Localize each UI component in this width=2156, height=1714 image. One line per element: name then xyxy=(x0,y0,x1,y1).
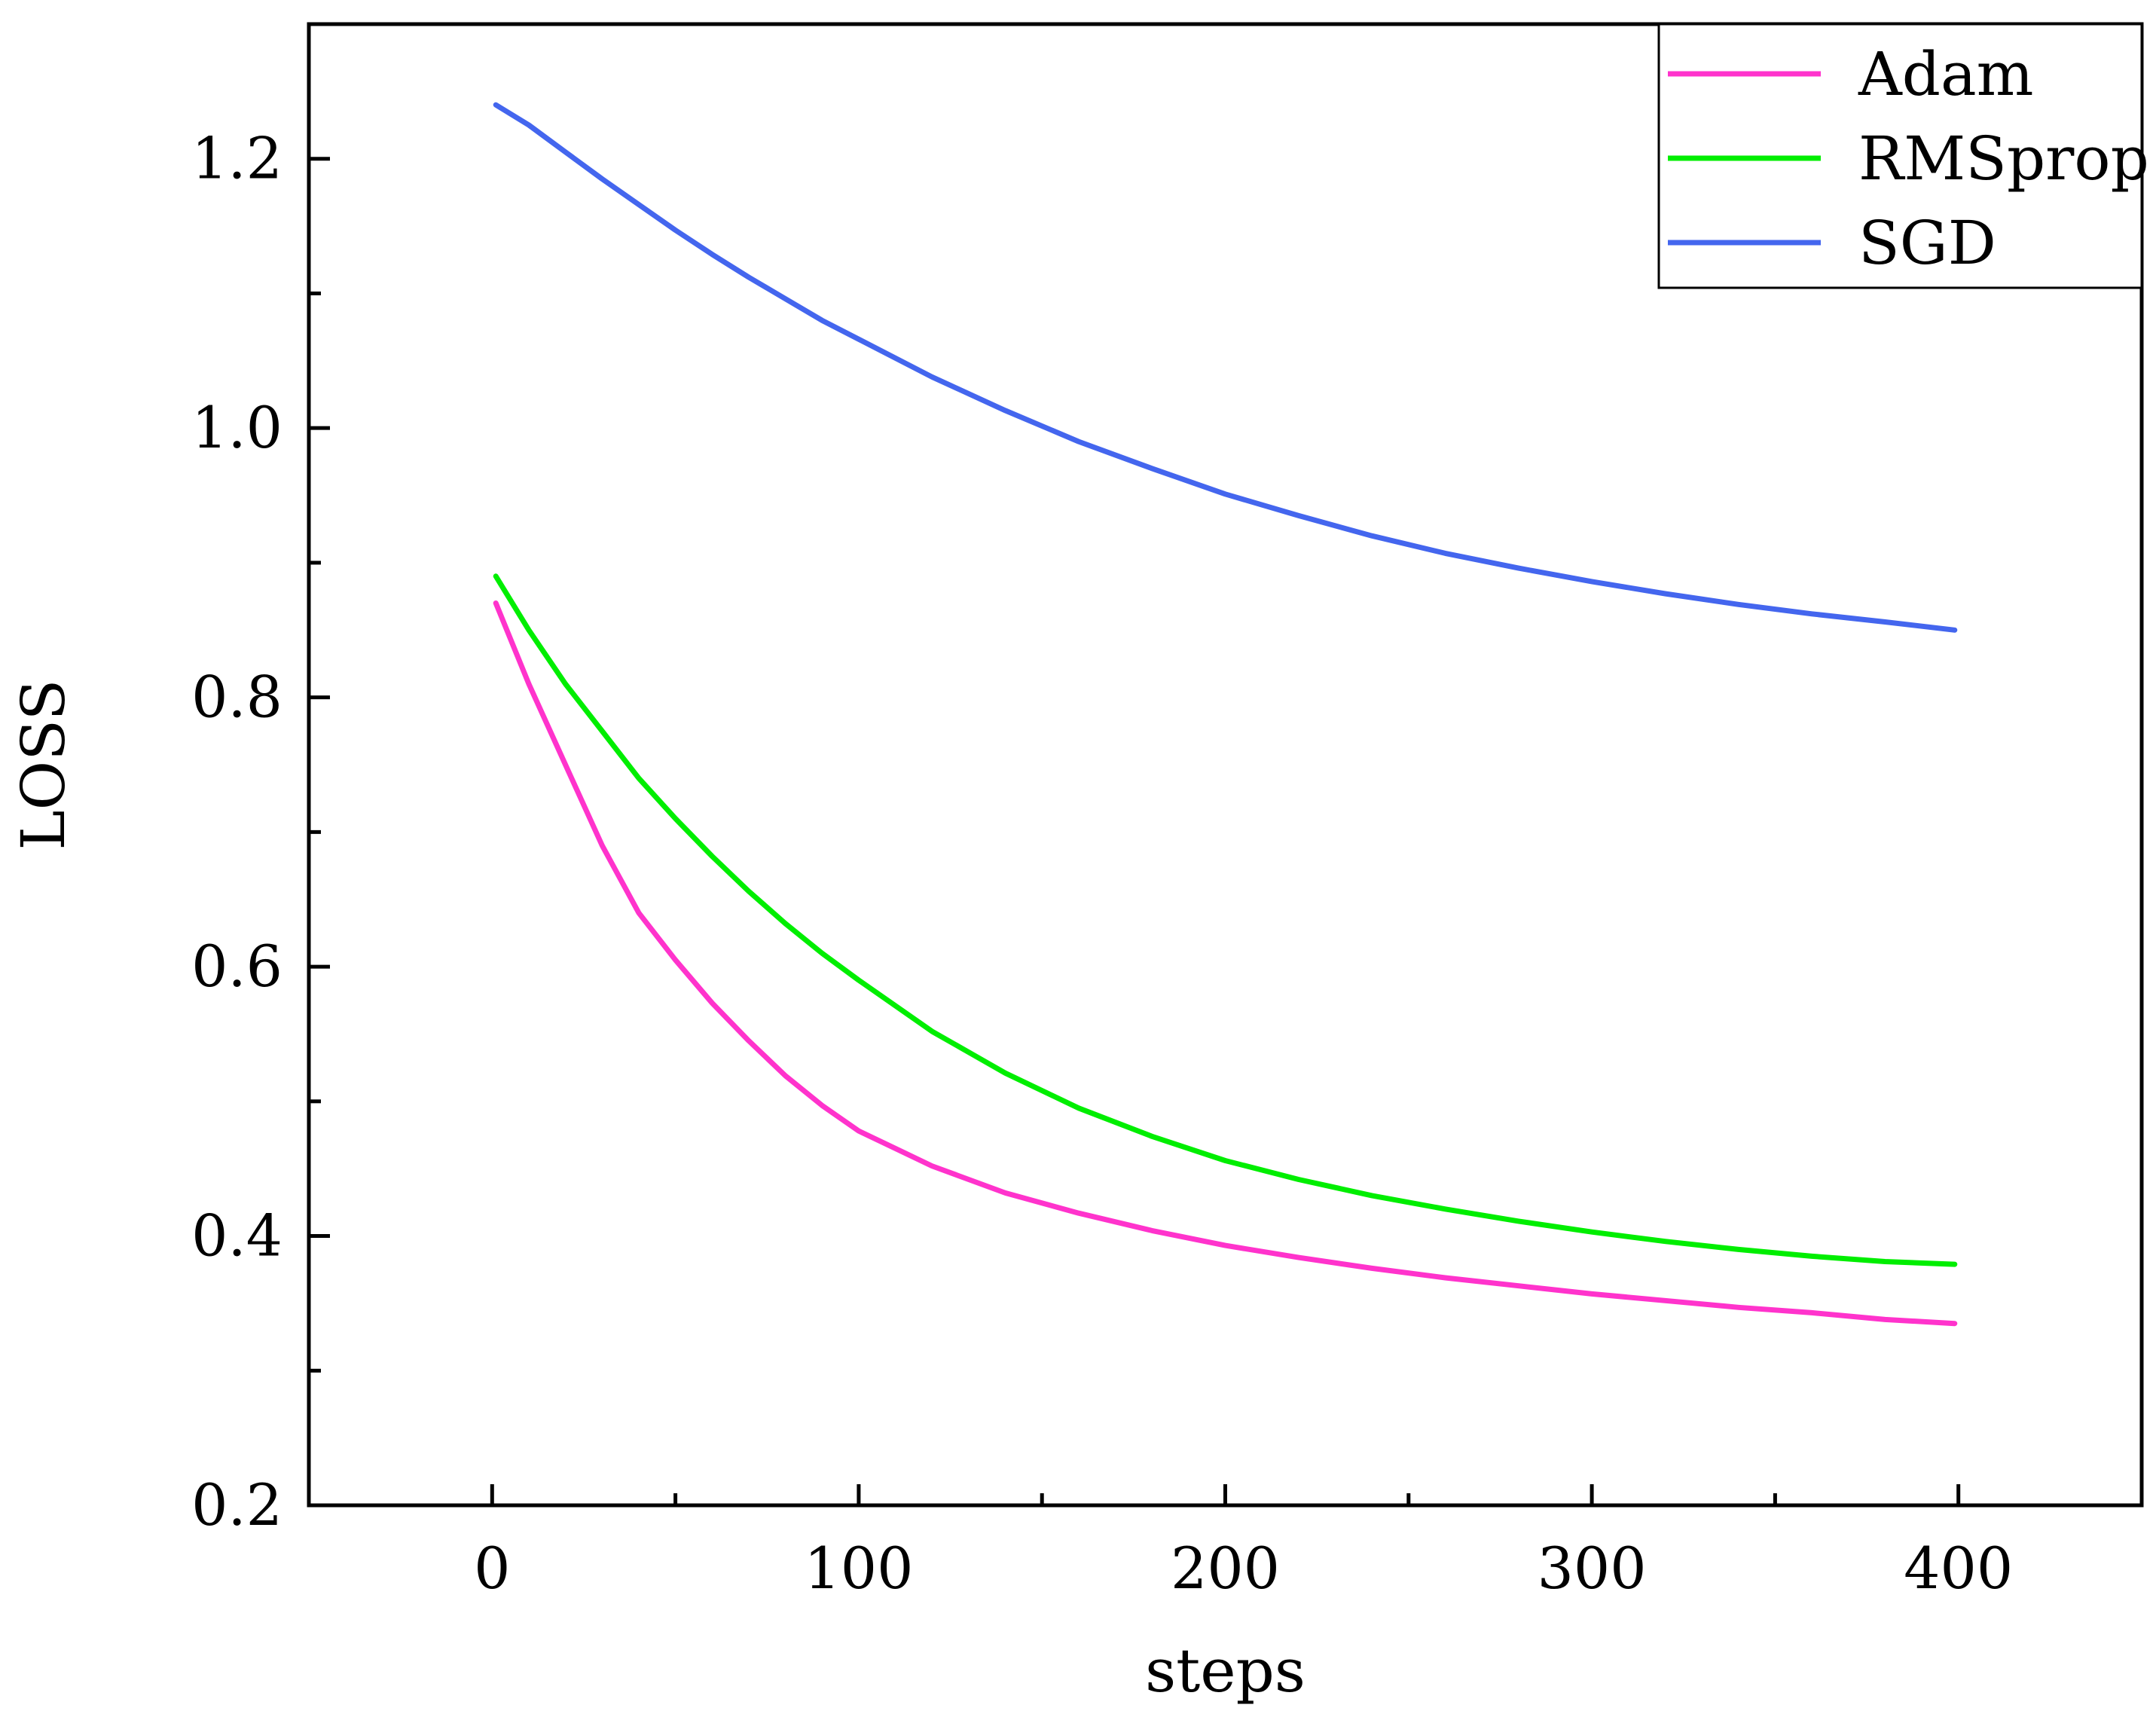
legend-label: RMSprop xyxy=(1858,124,2149,194)
y-tick-label: 0.8 xyxy=(191,664,282,731)
y-tick-label: 1.0 xyxy=(191,394,282,461)
x-tick-label: 100 xyxy=(804,1535,913,1602)
x-tick-label: 300 xyxy=(1538,1535,1647,1602)
legend-label: Adam xyxy=(1858,39,2034,109)
series-line-rmsprop xyxy=(493,573,1958,1267)
y-tick-label: 0.6 xyxy=(191,933,282,1000)
series-line-adam xyxy=(493,600,1958,1327)
x-tick-label: 200 xyxy=(1171,1535,1280,1602)
y-tick-label: 1.2 xyxy=(191,125,282,192)
legend-label: SGD xyxy=(1858,208,1996,278)
axes: 0 100 200 300 400 0.2 0.4 0.6 0.8 1.0 1.2 xyxy=(191,125,2013,1602)
x-tick-label: 400 xyxy=(1904,1535,2013,1602)
y-axis-title: LOSS xyxy=(8,680,78,851)
series-line-sgd xyxy=(493,102,1958,633)
y-tick-label: 0.4 xyxy=(191,1202,282,1269)
y-tick-label: 0.2 xyxy=(191,1471,282,1538)
x-tick-label: 0 xyxy=(474,1535,510,1602)
plot-marks xyxy=(493,102,1958,1327)
legend: Adam RMSprop SGD xyxy=(1657,23,2149,289)
x-axis-title: steps xyxy=(1145,1636,1306,1706)
